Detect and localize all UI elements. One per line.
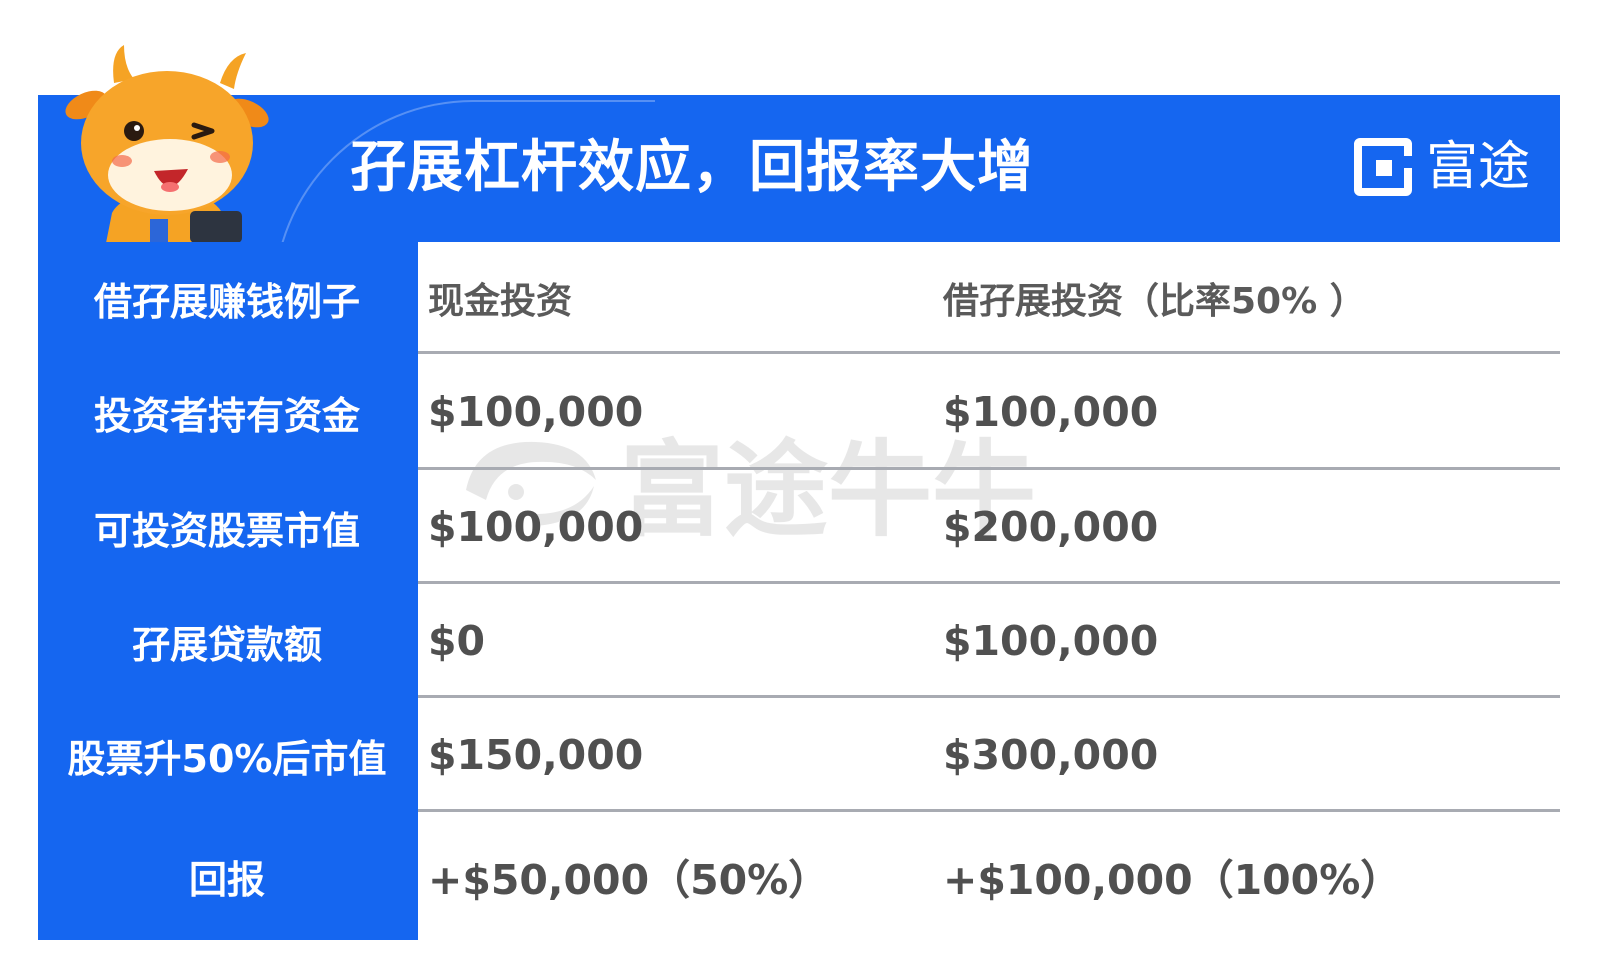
row-label: 股票升50%后市值 (67, 736, 387, 781)
row-divider (418, 581, 1560, 584)
margin-value: $100,000 (943, 617, 1159, 665)
header-margin: 借孖展投资（比率50% ） (943, 281, 1366, 322)
futu-logo-icon (1353, 138, 1412, 196)
row-label: 投资者持有资金 (93, 393, 360, 438)
row-label: 可投资股票市值 (93, 508, 360, 553)
row-divider (418, 809, 1560, 812)
row-divider (418, 467, 1560, 470)
table-row: 可投资股票市值 $100,000 $200,000 (38, 470, 1560, 584)
margin-value: +$100,000（100%） (943, 856, 1402, 904)
cash-value: $100,000 (428, 503, 644, 551)
leverage-card: 孖展杠杆效应，回报率大增 富途 借孖展赚钱例子 现金 (38, 45, 1560, 940)
margin-value: $200,000 (943, 503, 1159, 551)
table-header-row: 借孖展赚钱例子 现金投资 借孖展投资（比率50% ） (38, 242, 1560, 354)
row-label: 回报 (188, 857, 265, 902)
row-label: 孖展贷款额 (131, 622, 322, 667)
table-row: 孖展贷款额 $0 $100,000 (38, 584, 1560, 698)
row-divider (418, 351, 1560, 354)
cash-value: $100,000 (428, 388, 644, 436)
margin-value: $100,000 (943, 388, 1159, 436)
cow-mascot-icon (65, 45, 269, 243)
header-cash: 现金投资 (428, 281, 573, 322)
header-label: 借孖展赚钱例子 (93, 279, 360, 324)
table-row: 投资者持有资金 $100,000 $100,000 (38, 354, 1560, 470)
row-label-column (38, 242, 418, 940)
row-divider (418, 695, 1560, 698)
margin-value: $300,000 (943, 731, 1159, 779)
brand: 富途 (1353, 137, 1530, 197)
title-banner: 孖展杠杆效应，回报率大增 富途 (38, 95, 1560, 242)
brand-name: 富途 (1425, 137, 1530, 197)
cash-value: $150,000 (428, 731, 644, 779)
page-title: 孖展杠杆效应，回报率大增 (350, 135, 1034, 200)
cash-value: +$50,000（50%） (428, 856, 830, 904)
cash-value: $0 (428, 617, 486, 665)
table-row: 股票升50%后市值 $150,000 $300,000 (38, 698, 1560, 812)
table-row: 回报 +$50,000（50%） +$100,000（100%） (38, 812, 1560, 940)
